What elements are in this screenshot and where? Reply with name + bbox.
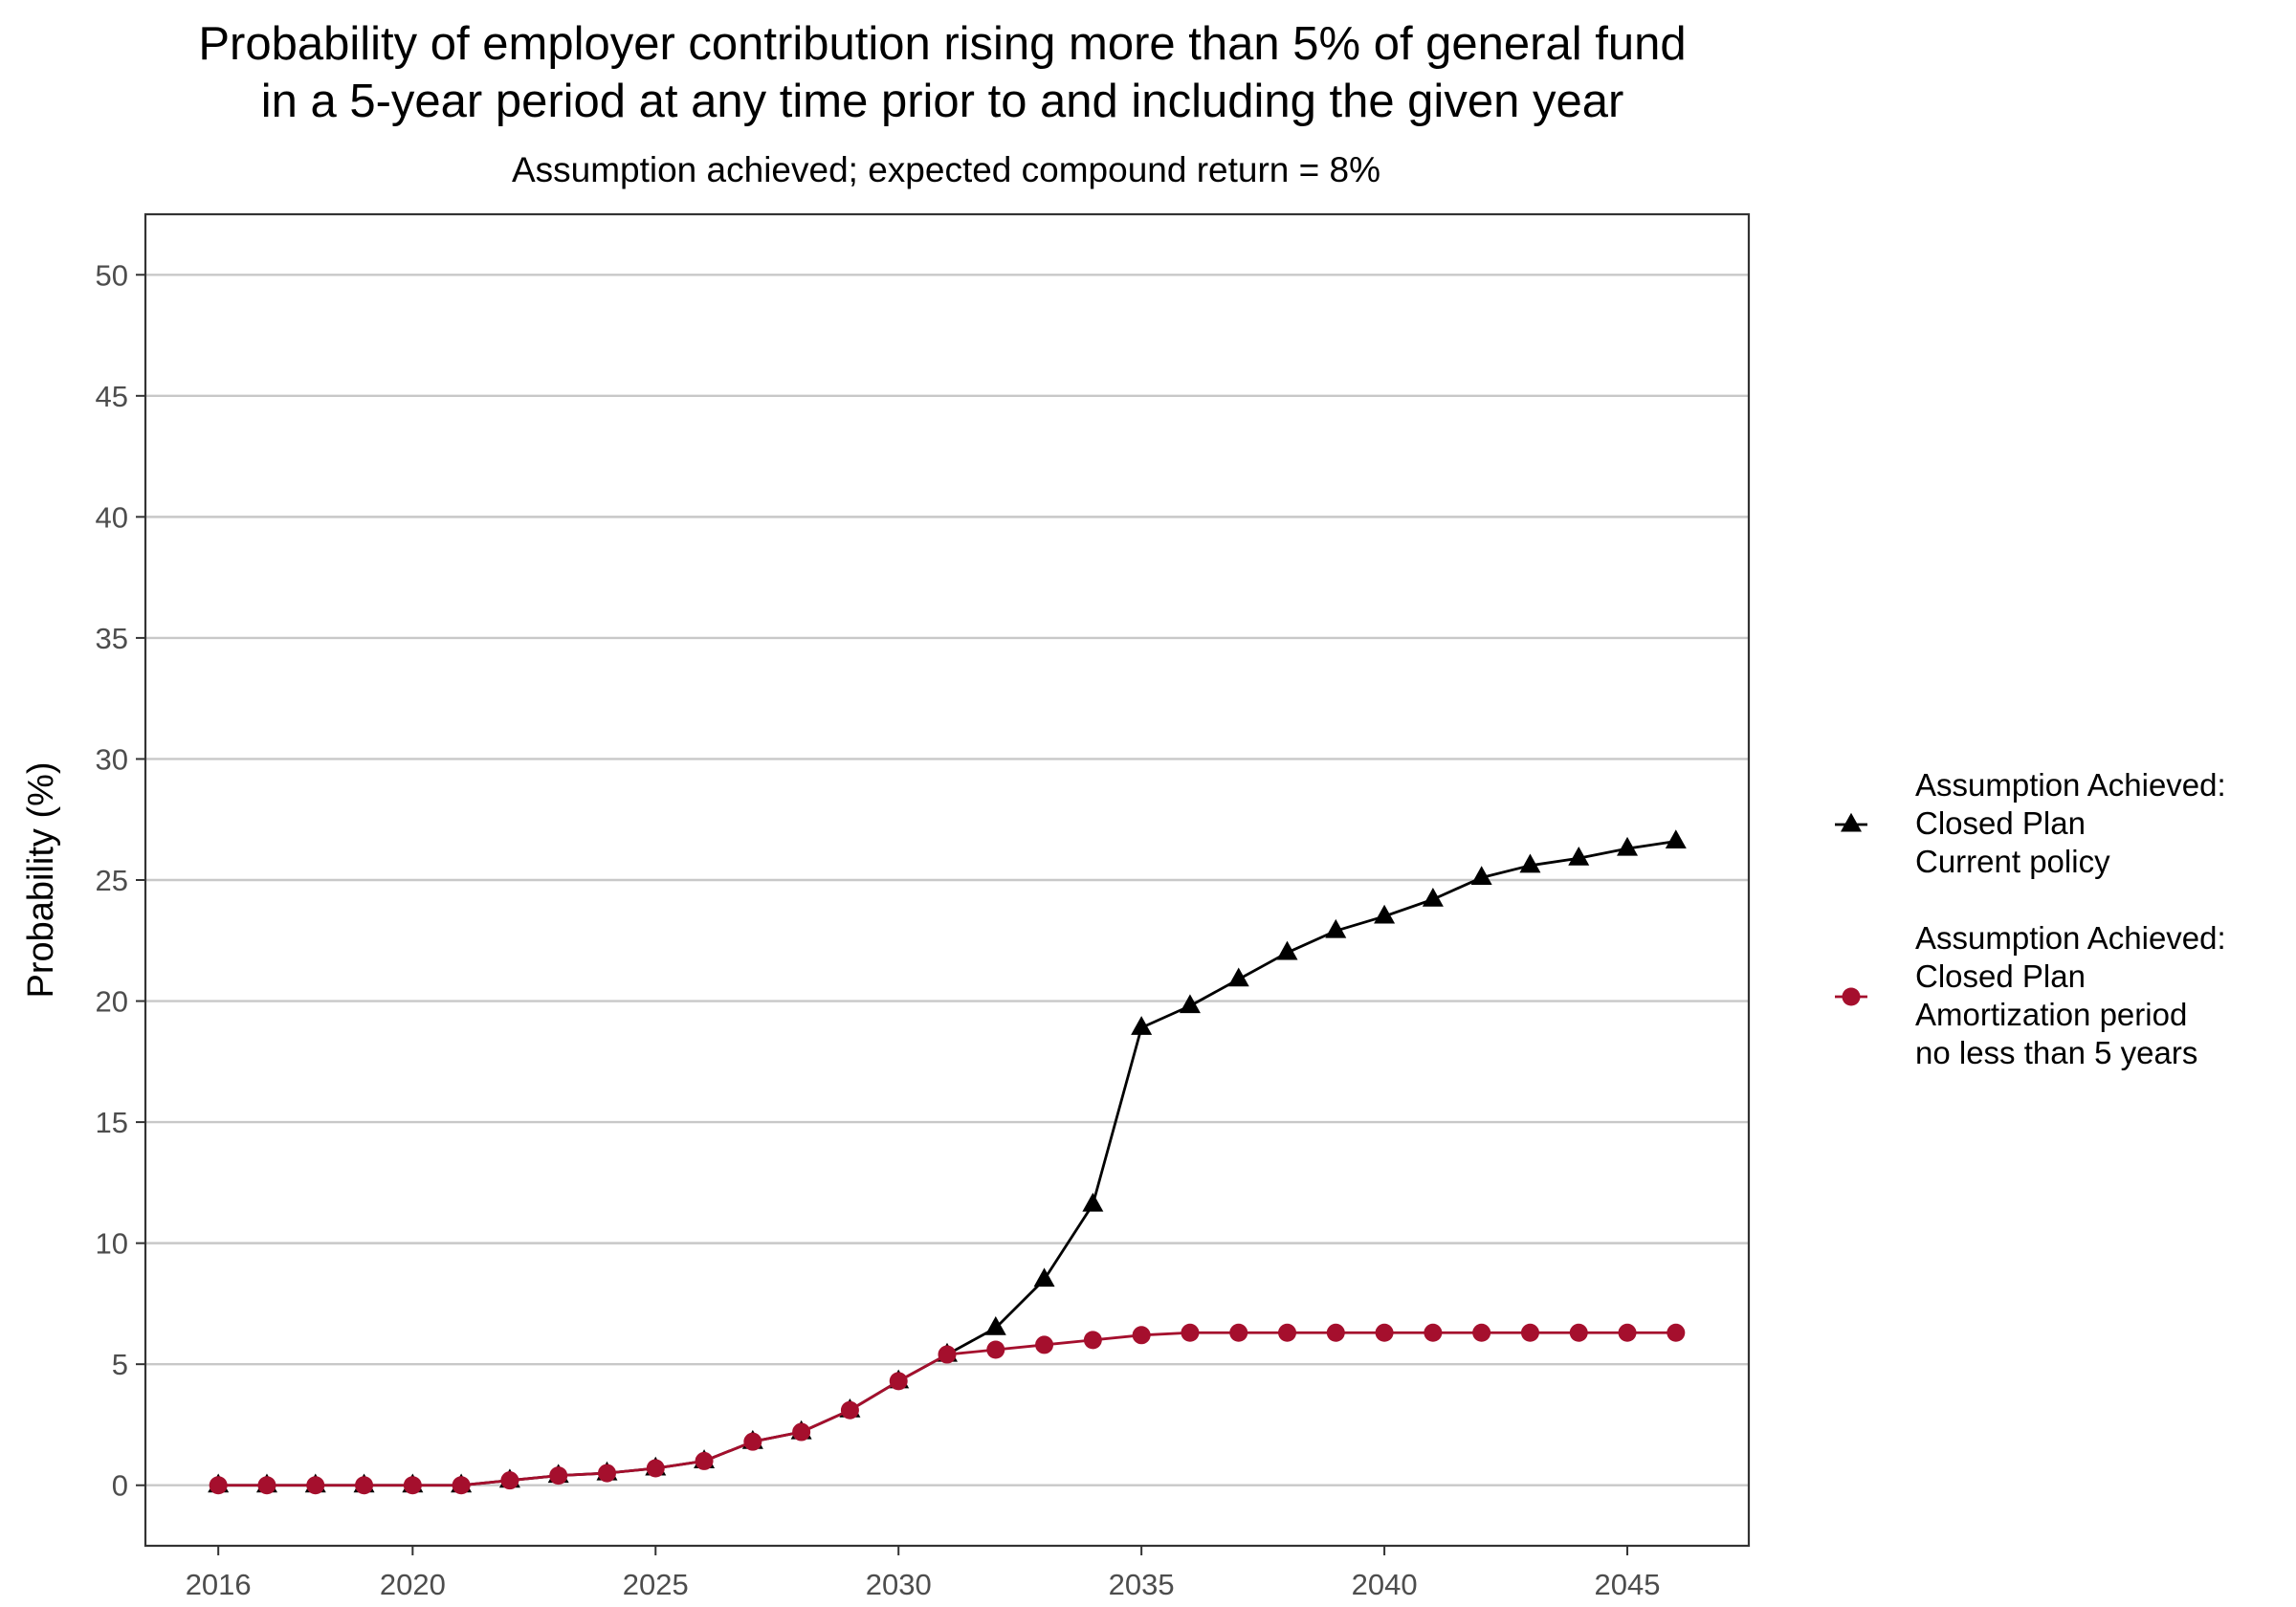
data-point-circle bbox=[1132, 1326, 1151, 1345]
data-point-circle bbox=[1083, 1331, 1102, 1350]
y-tick-label: 50 bbox=[96, 258, 128, 292]
legend-entry-2: Assumption Achieved:Closed PlanAmortizat… bbox=[1835, 920, 2226, 1070]
chart-title-line-2: in a 5-year period at any time prior to … bbox=[261, 76, 1624, 127]
x-tick-label: 2035 bbox=[1109, 1568, 1175, 1601]
grid-lines bbox=[145, 274, 1749, 1486]
data-point-circle bbox=[743, 1432, 762, 1451]
data-point-circle bbox=[986, 1340, 1005, 1359]
data-point-circle bbox=[1520, 1323, 1539, 1342]
x-tick-label: 2045 bbox=[1595, 1568, 1661, 1601]
data-point-circle bbox=[1181, 1323, 1200, 1342]
data-point-triangle bbox=[1082, 1192, 1104, 1212]
chart-title-line-1: Probability of employer contribution ris… bbox=[198, 18, 1686, 70]
legend-label-line: Amortization period bbox=[1915, 997, 2187, 1032]
data-point-circle bbox=[257, 1476, 276, 1495]
y-tick-label: 30 bbox=[96, 742, 128, 776]
x-tick-label: 2030 bbox=[866, 1568, 932, 1601]
legend-label-line: Assumption Achieved: bbox=[1915, 920, 2226, 956]
y-tick-label: 0 bbox=[112, 1469, 128, 1503]
data-point-circle bbox=[1229, 1323, 1248, 1342]
data-point-triangle bbox=[1033, 1267, 1055, 1288]
y-axis: 0 5 10 15 20 25 30 35 40 45 50 bbox=[96, 258, 145, 1503]
y-tick-label: 20 bbox=[96, 985, 128, 1019]
x-tick-label: 2016 bbox=[186, 1568, 252, 1601]
data-point-circle bbox=[889, 1372, 908, 1391]
data-point-triangle bbox=[1179, 994, 1201, 1014]
data-point-circle bbox=[646, 1459, 665, 1478]
y-tick-label: 45 bbox=[96, 380, 128, 413]
x-tick-label: 2040 bbox=[1352, 1568, 1418, 1601]
data-point-circle bbox=[500, 1471, 519, 1490]
y-tick-label: 35 bbox=[96, 622, 128, 655]
legend-key-circle bbox=[1842, 987, 1861, 1006]
data-point-triangle bbox=[1422, 887, 1444, 907]
y-tick-label: 15 bbox=[96, 1106, 128, 1139]
data-point-circle bbox=[1618, 1323, 1637, 1342]
data-point-circle bbox=[355, 1476, 374, 1495]
data-point-circle bbox=[1326, 1323, 1345, 1342]
chart-subtitle: Assumption achieved; expected compound r… bbox=[512, 150, 1380, 189]
data-point-triangle bbox=[1568, 846, 1590, 866]
data-point-circle bbox=[549, 1466, 568, 1486]
legend-label-line: Assumption Achieved: bbox=[1915, 767, 2226, 803]
data-point-circle bbox=[1035, 1335, 1054, 1354]
data-point-circle bbox=[938, 1345, 957, 1364]
data-point-circle bbox=[1667, 1323, 1686, 1342]
y-tick-label: 5 bbox=[112, 1348, 128, 1381]
y-tick-label: 10 bbox=[96, 1227, 128, 1261]
data-point-circle bbox=[1472, 1323, 1491, 1342]
data-point-circle bbox=[1424, 1323, 1443, 1342]
x-axis: 2016 2020 2025 2030 2035 2040 2045 bbox=[186, 1546, 1661, 1601]
data-point-triangle bbox=[1665, 829, 1687, 849]
data-point-triangle bbox=[1131, 1016, 1153, 1035]
data-point-circle bbox=[209, 1476, 228, 1495]
data-point-circle bbox=[1569, 1323, 1588, 1342]
data-point-triangle bbox=[1617, 836, 1639, 856]
data-point-triangle bbox=[1519, 853, 1541, 873]
data-point-circle bbox=[597, 1464, 616, 1483]
legend-label-line: no less than 5 years bbox=[1915, 1035, 2197, 1070]
data-point-triangle bbox=[1276, 940, 1298, 960]
data-point-triangle bbox=[1374, 904, 1396, 924]
data-point-circle bbox=[695, 1451, 714, 1470]
data-point-circle bbox=[1278, 1323, 1297, 1342]
data-point-triangle bbox=[1227, 967, 1249, 987]
series-2 bbox=[209, 1323, 1686, 1495]
data-point-circle bbox=[403, 1476, 422, 1495]
legend-label-line: Current policy bbox=[1915, 844, 2110, 879]
y-tick-label: 25 bbox=[96, 864, 128, 897]
data-point-circle bbox=[792, 1422, 811, 1442]
y-tick-label: 40 bbox=[96, 500, 128, 534]
legend-label-line: Closed Plan bbox=[1915, 805, 2086, 841]
x-tick-label: 2020 bbox=[380, 1568, 446, 1601]
x-tick-label: 2025 bbox=[623, 1568, 689, 1601]
data-point-circle bbox=[840, 1400, 859, 1420]
data-point-triangle bbox=[984, 1315, 1006, 1335]
legend-key-triangle bbox=[1841, 812, 1862, 832]
plot-series bbox=[208, 829, 1687, 1495]
data-point-circle bbox=[1375, 1323, 1394, 1342]
data-point-circle bbox=[452, 1476, 471, 1495]
data-point-circle bbox=[306, 1476, 325, 1495]
y-axis-title: Probability (%) bbox=[21, 761, 61, 998]
legend-label-line: Closed Plan bbox=[1915, 958, 2086, 994]
data-point-triangle bbox=[1470, 866, 1492, 885]
data-point-triangle bbox=[1325, 918, 1347, 938]
